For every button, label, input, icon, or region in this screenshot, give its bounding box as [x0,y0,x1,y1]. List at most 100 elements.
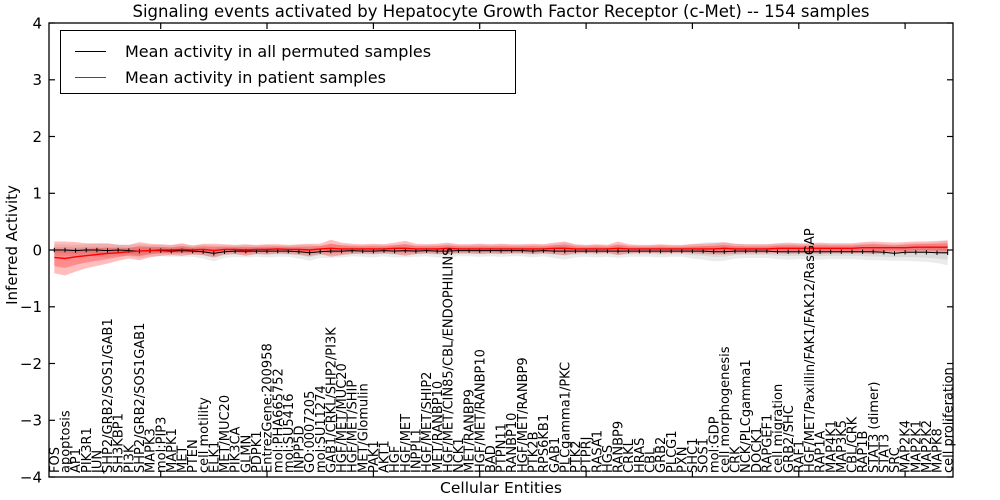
x-tick-label: RAF1 [792,440,807,473]
x-tick-label: HGF [388,446,403,473]
x-tick-label: ELK1 [207,441,222,473]
band-permuted-outer [54,240,948,266]
x-tick-label: mol:PIP3 [154,417,169,473]
x-tick-label: PLCG1 [665,430,680,473]
x-tick-label: RAPGEF1 [761,414,776,473]
legend-label-patient: Mean activity in patient samples [125,67,386,87]
y-tick-label: 2 [32,128,42,146]
x-tick-label: GO:0007205 [303,391,318,473]
x-tick-label: cell morphogenesis [718,346,733,473]
legend-entry-patient: Mean activity in patient samples [75,64,515,90]
x-tick-label: PXN [675,447,690,473]
x-tick-label: CBL/CRK [846,416,861,473]
x-tick-label: MAP3K5 [835,420,850,473]
x-tick-label: NCK/PLCgamma1 [739,359,754,473]
x-tick-label: SRC [888,447,903,473]
x-tick-label: HGF/MET/RANBP10 [473,349,488,473]
x-tick-label: mol:GDP [707,416,722,473]
x-tick-label: PTK2 [569,440,584,473]
x-tick-label: mol:SU11274 [314,385,329,473]
x-tick-label: MAPK8 [931,428,946,473]
x-tick-label: RASA1 [590,430,605,473]
y-tick-label: −3 [20,412,42,430]
legend: Mean activity in all permuted samples Me… [60,30,516,94]
mean-line-patient [54,246,948,260]
x-tick-label: INPP5D [293,425,308,473]
x-tick-label: PTEN [186,439,201,473]
x-tick-label: HGF/MET/RANBP9 [516,357,531,473]
x-tick-label: PI3K [122,444,137,473]
x-tick-label: HGF/MET [399,414,414,473]
x-tick-label: BAD [484,445,499,473]
x-tick-label: MET/RANBP9 [463,389,478,473]
x-tick-label: CRKL [622,438,637,473]
x-tick-label: MAP2K1 [909,420,924,473]
x-tick-label: AP1 [69,448,84,473]
x-tick-label: HGF/MET/CIN85/CBL/ENDOPHILINS [441,248,456,473]
x-tick-label: JUN [91,450,106,474]
x-tick-label: GAB1 [548,437,563,473]
x-tick-label: RAP1B [856,431,871,473]
x-tick-label: CRK [729,446,744,473]
x-tick-label: apoptosis [59,410,74,473]
y-axis-label: Inferred Activity [3,185,21,305]
x-tick-label: HGF/MET/SHIP2 [420,372,435,473]
x-tick-label: HGS [601,445,616,473]
x-tick-label: PDPK1 [250,431,265,474]
patient-line-sample [75,76,106,78]
x-tick-label: cell motility [197,397,212,473]
x-tick-label: HGF/MET/SHIP [346,380,361,473]
x-tick-label: RANBP10 [505,413,520,473]
x-tick-label: STAT3 [878,434,893,473]
chart-title: Signaling events activated by Hepatocyte… [132,2,870,21]
x-tick-label: SOS1 [697,438,712,473]
x-tick-label: STAT3 (dimer) [867,382,882,473]
x-tick-label: FOS [48,447,63,473]
y-tick-label: 1 [32,185,42,203]
legend-entry-permuted: Mean activity in all permuted samples [75,38,515,64]
x-tick-label: PIK3CA [229,426,244,473]
x-tick-label: mol:PHA665752 [271,368,286,473]
x-tick-label: HGF/MET/MUC20 [335,363,350,473]
x-tick-label: MET [176,446,191,473]
x-tick-label: MAPK3 [144,428,159,473]
x-tick-label: SHP2/GRB2/SOS1GAB1 [133,323,148,473]
x-tick-label: CBL [644,447,659,473]
x-tick-label: PAK1 [367,440,382,473]
x-tick-label: INPPL1 [410,428,425,473]
x-tick-label: AKT1 [378,440,393,473]
x-tick-label: MET/RANBP10 [431,381,446,473]
y-tick-label: 3 [32,71,42,89]
x-tick-label: DOCK1 [750,427,765,473]
permuted-line-sample [75,50,106,52]
x-tick-label: MET/Glomulin [356,383,371,473]
x-tick-label: mol:SU5416 [282,394,297,473]
x-tick-label: MAP4K1 [824,420,839,473]
y-tick-label: 4 [32,14,42,32]
legend-label-permuted: Mean activity in all permuted samples [125,41,432,61]
x-tick-label: SH3KBP1 [112,413,127,473]
x-tick-label: PTK2B [527,432,542,474]
x-axis-label: Cellular Entities [440,479,562,497]
x-tick-label: GRB2/SHC [782,405,797,473]
x-tick-label: EntrezGene:200958 [261,343,276,473]
x-tick-label: PLCgamma1/PKC [558,362,573,473]
x-tick-label: GAB1/CRKL/SHP2/PI3K [324,327,339,473]
y-tick-label: −1 [20,298,42,316]
x-tick-label: MET/MUC20 [218,395,233,473]
x-tick-label: GRB2 [654,437,669,473]
x-tick-label: PIK3R1 [80,427,95,473]
x-tick-label: MAP2K4 [899,420,914,473]
x-tick-label: GLMN [239,435,254,473]
x-tick-label: RPS6KB1 [537,414,552,473]
x-tick-label: NCK1 [452,437,467,473]
x-tick-label: PTPRJ [580,437,595,474]
x-tick-label: RAP1A [814,430,829,473]
y-tick-label: −4 [20,468,42,486]
x-tick-label: SHP2/GRB2/SOS1/GAB1 [101,318,116,473]
x-tick-label: PTPN11 [495,423,510,473]
x-tick-label: MAPK1 [165,428,180,473]
x-tick-label: RANBP9 [612,421,627,473]
